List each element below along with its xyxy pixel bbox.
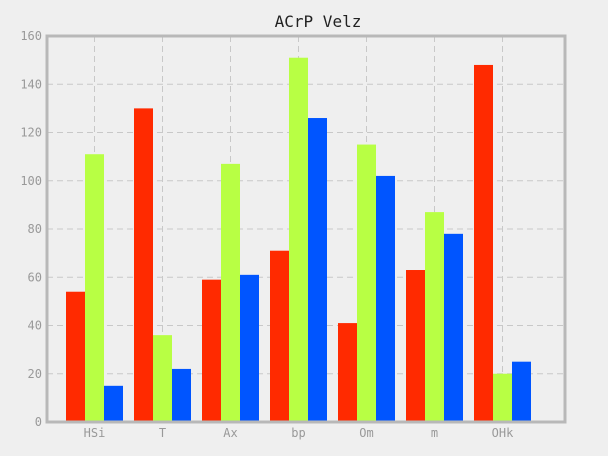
bar <box>406 270 425 422</box>
bar <box>270 250 289 422</box>
bar <box>66 291 85 422</box>
bar <box>134 108 153 422</box>
x-tick-label: m <box>431 426 438 440</box>
bar <box>376 175 395 422</box>
bar <box>153 335 172 422</box>
y-tick-label: 140 <box>20 77 42 91</box>
y-tick-label: 100 <box>20 174 42 188</box>
bar <box>357 144 376 422</box>
bar <box>172 368 191 422</box>
bar <box>104 385 123 422</box>
bar <box>221 163 240 423</box>
bar <box>444 233 463 422</box>
chart-title: ACrP Velz <box>275 12 362 31</box>
bar <box>493 373 512 422</box>
x-tick-label: Om <box>359 426 373 440</box>
x-tick-label: HSi <box>84 426 106 440</box>
bar <box>474 64 493 422</box>
y-axis-ticks: 0 20 40 60 80 100 120 140 160 <box>20 29 42 429</box>
x-tick-label: T <box>159 426 166 440</box>
plot-frame <box>45 34 567 424</box>
y-tick-label: 120 <box>20 126 42 140</box>
y-tick-label: 20 <box>28 367 42 381</box>
bar <box>202 279 221 422</box>
bar <box>425 212 444 422</box>
y-tick-label: 0 <box>35 415 42 429</box>
x-tick-label: bp <box>291 426 305 440</box>
x-tick-label: Ax <box>223 426 237 440</box>
y-tick-label: 160 <box>20 29 42 43</box>
x-axis-ticks: HSi T Ax bp Om m OHk <box>84 426 514 440</box>
x-tick-label: OHk <box>492 426 514 440</box>
y-tick-label: 80 <box>28 222 42 236</box>
y-tick-label: 60 <box>28 270 42 284</box>
bar <box>85 154 104 422</box>
bar <box>289 57 308 423</box>
bar <box>240 274 259 422</box>
bar <box>512 361 531 422</box>
y-tick-label: 40 <box>28 319 42 333</box>
bar <box>308 118 327 423</box>
bar <box>338 323 357 422</box>
bars <box>66 57 531 423</box>
